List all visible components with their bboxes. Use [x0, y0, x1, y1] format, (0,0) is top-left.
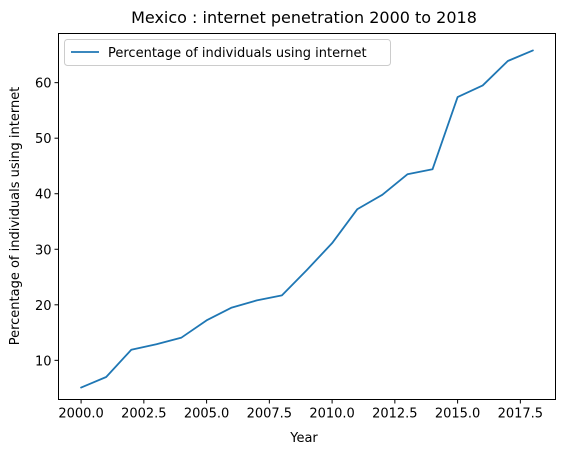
x-tick-label: 2010.0: [309, 407, 355, 422]
y-axis-title: Percentage of individuals using internet: [8, 87, 23, 346]
plot-frame: [58, 33, 556, 400]
y-tick-label: 40: [35, 188, 52, 203]
x-tick-label: 2005.0: [184, 407, 230, 422]
legend-label: Percentage of individuals using internet: [108, 46, 367, 61]
x-tick-label: 2015.0: [435, 407, 481, 422]
y-tick-label: 60: [35, 77, 52, 92]
y-tick-label: 10: [35, 354, 52, 369]
x-axis: 2000.0 2002.5 2005.0 2007.5 2010.0 2012.5 2015…: [58, 399, 544, 422]
y-tick-label: 20: [35, 299, 52, 314]
series-layer: [80, 49, 534, 389]
legend-box: [64, 39, 391, 66]
y-tick-label: 50: [35, 132, 52, 147]
x-tick-label: 2017.5: [498, 407, 544, 422]
y-axis: 10 20 30 40 50 60: [35, 77, 59, 369]
plot-area: [58, 33, 556, 400]
x-tick-label: 2012.5: [372, 407, 418, 422]
x-tick-label: 2000.0: [58, 407, 104, 422]
series-line: [80, 49, 534, 389]
chart-title: Mexico : internet penetration 2000 to 20…: [131, 8, 477, 27]
x-tick-label: 2002.5: [121, 407, 167, 422]
y-tick-label: 30: [35, 243, 52, 258]
legend: Percentage of individuals using internet: [64, 39, 391, 66]
x-axis-title: Year: [289, 431, 318, 446]
x-tick-label: 2007.5: [247, 407, 293, 422]
